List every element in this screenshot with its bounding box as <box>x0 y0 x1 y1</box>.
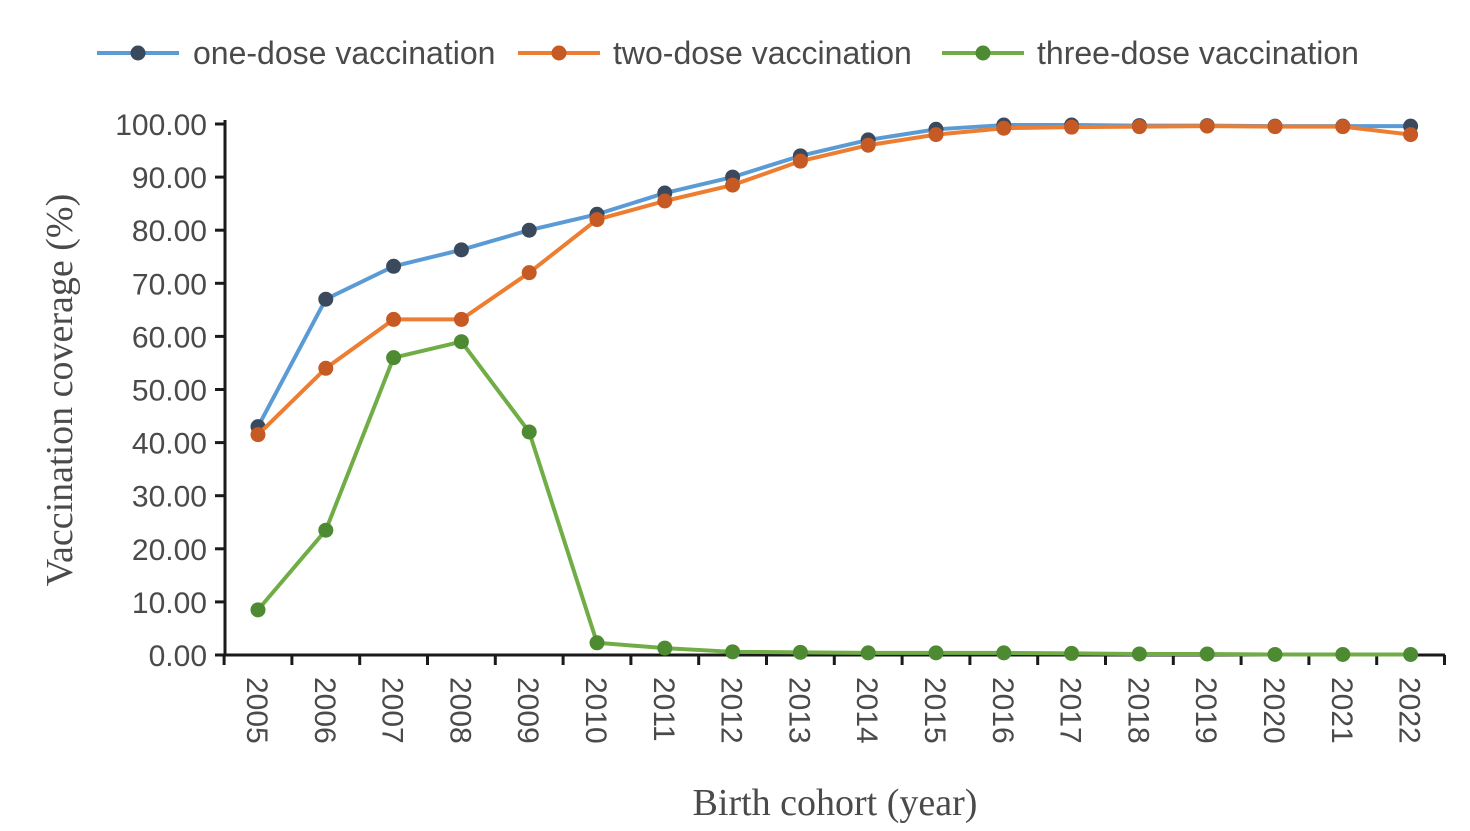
y-tick-label: 80.00 <box>132 215 207 248</box>
y-tick-label: 30.00 <box>132 481 207 514</box>
x-tick-label: 2013 <box>782 677 815 744</box>
data-point <box>860 137 876 153</box>
x-tick-label: 2007 <box>376 677 409 744</box>
y-tick-label: 60.00 <box>132 321 207 354</box>
x-tick-label: 2018 <box>1121 677 1154 744</box>
x-tick-label: 2020 <box>1257 677 1290 744</box>
legend-item-1: one-dose vaccination <box>97 35 495 71</box>
data-point <box>1064 645 1080 661</box>
x-tick-label: 2017 <box>1054 677 1087 744</box>
x-tick-label: 2019 <box>1189 677 1222 744</box>
data-point <box>792 153 808 169</box>
data-point <box>657 193 673 209</box>
data-point <box>521 424 537 440</box>
y-tick-label: 70.00 <box>132 268 207 301</box>
x-axis-title: Birth cohort (year) <box>693 782 978 824</box>
data-point <box>1403 127 1419 143</box>
data-point <box>1335 646 1351 662</box>
x-tick-label: 2014 <box>850 677 883 744</box>
data-point <box>1267 646 1283 662</box>
legend-item-2: two-dose vaccination <box>518 35 912 71</box>
x-tick-label: 2022 <box>1393 677 1426 744</box>
data-point <box>453 242 469 258</box>
data-point <box>1199 118 1215 134</box>
data-point <box>1199 646 1215 662</box>
data-point <box>386 311 402 327</box>
data-point <box>1131 119 1147 135</box>
y-axis-title: Vaccination coverage (%) <box>39 194 81 586</box>
y-tick-label: 50.00 <box>132 375 207 408</box>
series-2 <box>250 118 1419 443</box>
data-point <box>928 127 944 143</box>
y-tick-label: 100.00 <box>115 109 207 142</box>
x-tick-label: 2016 <box>986 677 1019 744</box>
x-tick-label: 2021 <box>1325 677 1358 744</box>
data-point <box>928 645 944 661</box>
series-line <box>256 124 1411 437</box>
x-tick-label: 2011 <box>647 677 680 742</box>
series-3 <box>250 334 1419 662</box>
legend: one-dose vaccination two-dose vaccination… <box>97 35 1359 71</box>
data-point <box>521 222 537 238</box>
series-line <box>256 339 1411 657</box>
data-point <box>318 522 334 538</box>
legend-marker <box>130 45 146 61</box>
data-point <box>996 645 1012 661</box>
data-point <box>250 427 266 443</box>
data-point <box>725 177 741 193</box>
x-tick-label: 2015 <box>918 677 951 744</box>
data-point <box>1267 119 1283 135</box>
data-point <box>318 291 334 307</box>
data-point <box>453 311 469 327</box>
y-tick-label: 20.00 <box>132 534 207 567</box>
data-point <box>996 120 1012 136</box>
legend-marker <box>975 45 991 61</box>
data-point <box>1064 119 1080 135</box>
data-point <box>1131 646 1147 662</box>
legend-marker <box>551 45 567 61</box>
data-point <box>521 265 537 281</box>
series-1 <box>250 117 1419 435</box>
data-point <box>318 360 334 376</box>
x-tick-label: 2008 <box>443 677 476 744</box>
x-tick-label: 2005 <box>240 677 273 744</box>
x-tick-label: 2006 <box>308 677 341 744</box>
axes: 0.00 10.00 20.00 30.00 40.00 50.00 60.00 70.00 8… <box>115 109 1446 744</box>
data-point <box>1403 646 1419 662</box>
data-point <box>386 350 402 366</box>
x-tick-label: 2012 <box>715 677 748 744</box>
legend-label: one-dose vaccination <box>193 35 495 71</box>
legend-label: two-dose vaccination <box>613 35 912 71</box>
data-point <box>792 644 808 660</box>
x-tick-label: 2010 <box>579 677 612 744</box>
data-point <box>657 640 673 656</box>
data-point <box>589 212 605 228</box>
data-point <box>1335 119 1351 135</box>
y-tick-label: 40.00 <box>132 428 207 461</box>
x-tick-label: 2009 <box>511 677 544 744</box>
legend-label: three-dose vaccination <box>1037 35 1359 71</box>
data-point <box>250 602 266 618</box>
data-point <box>725 644 741 660</box>
series-line <box>256 123 1411 428</box>
legend-item-3: three-dose vaccination <box>942 35 1359 71</box>
y-tick-label: 10.00 <box>132 587 207 620</box>
data-point <box>386 258 402 274</box>
series-layer <box>250 117 1419 662</box>
data-point <box>589 635 605 651</box>
data-point <box>860 645 876 661</box>
y-tick-label: 90.00 <box>132 162 207 195</box>
data-point <box>453 334 469 350</box>
y-tick-label: 0.00 <box>149 640 207 673</box>
